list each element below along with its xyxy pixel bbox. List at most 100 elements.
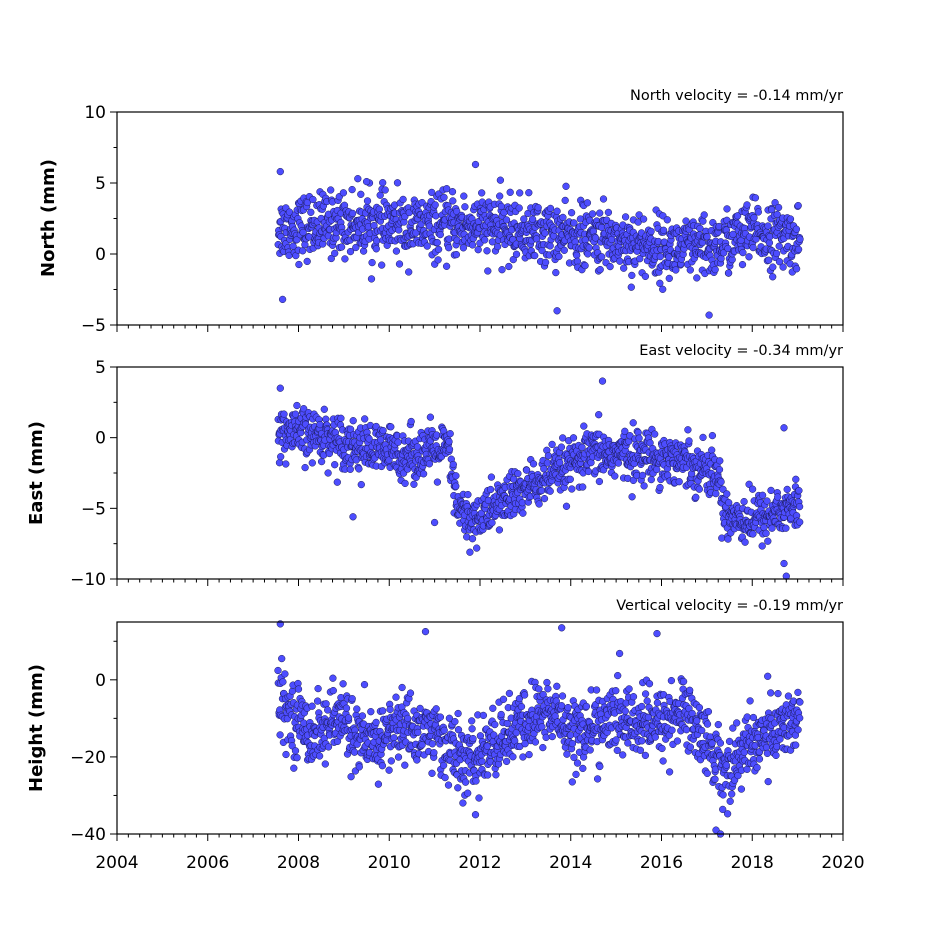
data-point [276,731,284,739]
data-point [740,748,748,756]
data-point [557,443,566,451]
data-point [440,193,448,202]
data-point [333,478,341,486]
data-point [779,263,787,271]
data-point-outlier [780,424,788,432]
data-point [792,225,801,233]
data-point [685,437,693,445]
data-point [595,477,604,486]
data-point [464,789,472,797]
data-point [696,224,704,233]
panel-east: East velocity = -0.34 mm/yr East (mm) −1… [26,343,844,590]
data-point [372,718,380,727]
data-point [363,197,372,205]
data-point [653,465,661,474]
data-point-outlier [421,627,430,636]
data-point [647,227,655,236]
data-point [725,498,733,507]
data-point [301,463,309,472]
data-point [750,214,758,222]
data-point [278,654,286,663]
data-point-outlier [780,559,788,568]
data-point [373,237,381,245]
x-tick-label: 2004 [95,853,138,873]
data-point [636,255,644,263]
north-ticks: −5 0 5 10 [81,103,844,336]
data-point [525,189,533,197]
data-point [378,261,386,269]
data-point [385,766,393,774]
data-point [570,219,578,227]
data-point [281,670,289,678]
data-point [452,250,461,259]
data-point [519,509,527,517]
data-point [394,753,403,761]
data-point [460,192,468,200]
data-point-outlier [276,167,284,176]
data-point [698,726,706,735]
data-point [451,717,459,726]
data-point [583,199,592,207]
data-point [745,253,753,261]
data-point [764,777,772,786]
data-point [294,685,303,693]
data-point [703,769,711,778]
data-point [473,544,481,552]
data-point [635,434,643,442]
data-point [586,746,594,754]
data-point [703,720,712,728]
data-point [342,704,351,712]
data-point [641,751,650,760]
data-point [428,740,437,748]
data-point [717,478,725,486]
data-point [572,770,580,779]
data-point [714,720,722,729]
data-point [638,471,647,480]
data-point [352,243,360,252]
data-point [768,524,776,532]
data-point [509,753,517,761]
data-point [300,719,308,727]
data-point [445,445,454,453]
data-point [313,697,322,705]
data-point [548,732,556,741]
height-velocity-label: Vertical velocity = -0.19 mm/yr [616,598,843,614]
data-point [643,697,651,705]
data-point [367,275,376,283]
data-point [708,446,716,454]
data-point [534,204,542,212]
data-point [468,725,476,733]
data-point [743,201,751,209]
data-point [519,753,527,761]
data-point [546,487,554,495]
data-point [449,197,457,205]
data-point [472,777,480,785]
data-point [738,260,747,269]
data-point [491,720,499,729]
x-tick-label: 2018 [731,853,774,873]
data-point [293,401,301,410]
data-point [796,518,804,526]
data-point [509,255,517,264]
data-point [751,194,760,202]
data-point [542,733,550,742]
data-point [329,686,337,695]
data-point [659,226,668,234]
data-point [665,274,673,283]
data-point [439,761,448,770]
data-point [398,683,406,692]
data-point [475,794,483,802]
data-point [578,443,586,451]
data-point [704,707,713,716]
data-point [445,244,453,252]
data-point [497,710,505,719]
data-point [303,257,311,266]
data-point [686,743,695,751]
data-point [579,764,587,773]
data-point [774,689,782,698]
data-point [320,405,328,413]
x-tick-label: 2008 [277,853,320,873]
data-point [737,785,746,793]
data-point [728,790,736,798]
data-point [641,272,650,281]
